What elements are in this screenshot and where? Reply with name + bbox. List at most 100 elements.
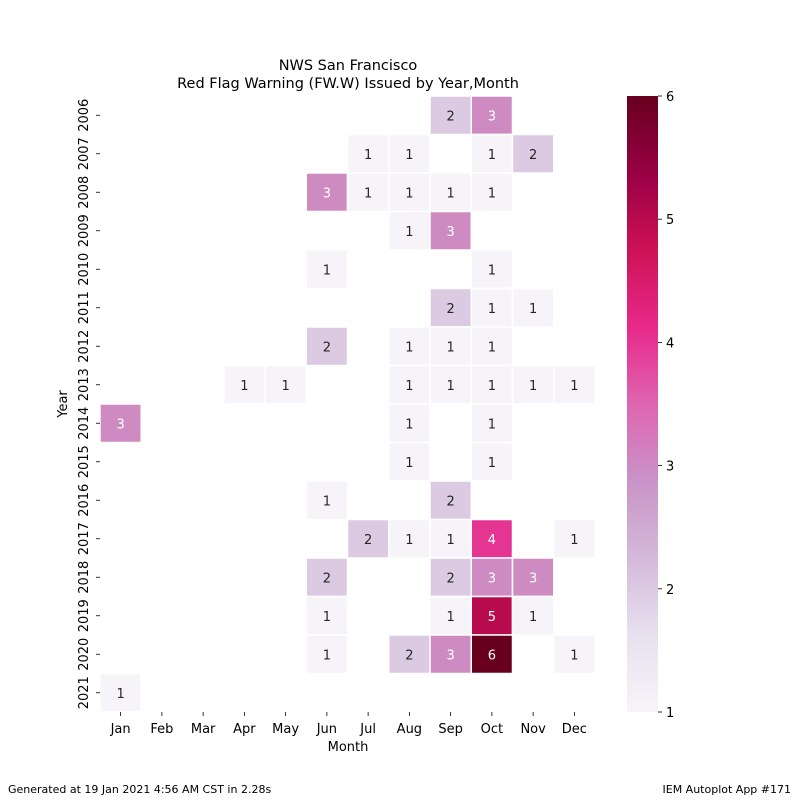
- cell-value-label: 1: [529, 302, 537, 317]
- cell-value-label: 4: [488, 533, 496, 548]
- heatmap-cell: [264, 364, 307, 405]
- y-tick-label: 2018: [77, 561, 92, 594]
- heatmap-cell: [388, 403, 431, 444]
- x-tick-label: Jul: [359, 722, 376, 737]
- x-tick-label: Mar: [191, 722, 216, 737]
- cell-value-label: 1: [446, 186, 454, 201]
- cell-value-label: 1: [323, 648, 331, 663]
- x-tick-label: Jun: [316, 722, 337, 737]
- heatmap-cell: [511, 287, 555, 328]
- cell-value-label: 1: [488, 148, 496, 163]
- x-tick-label: Dec: [562, 722, 587, 737]
- heatmap-cell: [470, 634, 514, 675]
- cell-value-label: 1: [405, 340, 413, 355]
- x-tick-label: Feb: [150, 722, 173, 737]
- heatmap-cell: [429, 287, 472, 328]
- y-tick-label: 2012: [77, 330, 92, 363]
- cell-value-label: 3: [446, 648, 454, 663]
- cell-value-label: 2: [446, 494, 454, 509]
- x-tick-label: Oct: [481, 722, 503, 737]
- cell-value-label: 2: [364, 533, 372, 548]
- cell-value-label: 3: [446, 225, 454, 240]
- heatmap-cell: [388, 634, 431, 675]
- colorbar-tick-label: 1: [666, 706, 674, 721]
- cell-value-label: 1: [446, 379, 454, 394]
- heatmap-cell: [346, 172, 390, 213]
- heatmap-cell: [470, 326, 514, 367]
- heatmap-cell: [429, 210, 472, 251]
- heatmap-cell: [511, 557, 555, 598]
- cell-value-label: 1: [446, 610, 454, 625]
- heatmap-cell: [470, 364, 514, 405]
- cell-value-label: 1: [446, 533, 454, 548]
- cell-value-label: 1: [281, 379, 289, 394]
- heatmap-cell: [305, 480, 349, 521]
- y-tick-label: 2010: [77, 253, 92, 286]
- colorbar-tick-label: 2: [666, 583, 674, 598]
- cell-value-label: 1: [488, 379, 496, 394]
- y-tick-labels: 2006 2007 2008 2009 2010 2011 2012 2013 2014 2015…: [77, 99, 100, 709]
- cell-value-label: 1: [323, 494, 331, 509]
- heatmap-cell: [429, 480, 472, 521]
- x-tick-label: Aug: [397, 722, 422, 737]
- x-axis-label: Month: [328, 740, 369, 755]
- x-tick-label: Nov: [520, 722, 546, 737]
- heatmap-cell: [511, 364, 555, 405]
- cell-value-label: 1: [570, 533, 578, 548]
- cell-value-label: 1: [323, 263, 331, 278]
- cell-value-label: 1: [364, 186, 372, 201]
- y-tick-label: 2009: [77, 214, 92, 247]
- cell-value-label: 6: [488, 648, 496, 663]
- y-tick-label: 2013: [77, 368, 92, 401]
- x-tick-label: Apr: [233, 722, 256, 737]
- y-tick-label: 2016: [77, 484, 92, 517]
- heatmap-cell: [99, 403, 142, 444]
- colorbar-tick-label: 5: [666, 213, 674, 228]
- cell-value-label: 1: [405, 456, 413, 471]
- cell-value-label: 1: [529, 610, 537, 625]
- heatmap-cell: [305, 595, 349, 636]
- x-tick-label: Jan: [110, 722, 131, 737]
- y-tick-label: 2017: [77, 522, 92, 555]
- y-tick-label: 2007: [77, 137, 92, 170]
- cell-value-label: 1: [405, 379, 413, 394]
- heatmap-cell: [305, 172, 349, 213]
- heatmap-cell: [388, 441, 431, 482]
- footer-app-label: IEM Autoplot App #171: [662, 783, 792, 796]
- cell-value-label: 1: [405, 148, 413, 163]
- cell-value-label: 2: [446, 302, 454, 317]
- heatmap-cell: [553, 634, 596, 675]
- cell-value-label: 1: [488, 417, 496, 432]
- cell-value-label: 1: [488, 340, 496, 355]
- x-tick-label: Sep: [438, 722, 463, 737]
- heatmap-cell: [553, 364, 596, 405]
- chart-title-line2: Red Flag Warning (FW.W) Issued by Year,M…: [177, 76, 519, 92]
- cell-value-label: 1: [529, 379, 537, 394]
- heatmap-cell: [223, 364, 266, 405]
- heatmap-cell: [553, 518, 596, 559]
- cell-value-label: 1: [323, 610, 331, 625]
- footer-generated-text: Generated at 19 Jan 2021 4:56 AM CST in …: [8, 783, 272, 796]
- cell-value-label: 2: [405, 648, 413, 663]
- y-tick-label: 2014: [77, 407, 92, 440]
- heatmap-cell: [305, 634, 349, 675]
- heatmap-cell: [470, 441, 514, 482]
- cell-value-label: 2: [446, 109, 454, 124]
- colorbar-ticks: 1 2 3 4 5 6: [658, 90, 674, 721]
- heatmap-cell: [511, 595, 555, 636]
- cell-value-label: 1: [116, 687, 124, 702]
- cell-value-label: 5: [488, 610, 496, 625]
- heatmap-cell: [99, 672, 142, 713]
- cell-value-label: 3: [323, 186, 331, 201]
- heatmap-cell: [346, 518, 390, 559]
- cell-value-label: 2: [529, 148, 537, 163]
- cell-value-label: 2: [323, 340, 331, 355]
- y-tick-label: 2020: [77, 638, 92, 671]
- heatmap-cell: [470, 287, 514, 328]
- heatmap-cell: [511, 133, 555, 174]
- heatmap-cell: [388, 326, 431, 367]
- cell-value-label: 1: [240, 379, 248, 394]
- cell-value-label: 2: [446, 571, 454, 586]
- heatmap-cell: [470, 172, 514, 213]
